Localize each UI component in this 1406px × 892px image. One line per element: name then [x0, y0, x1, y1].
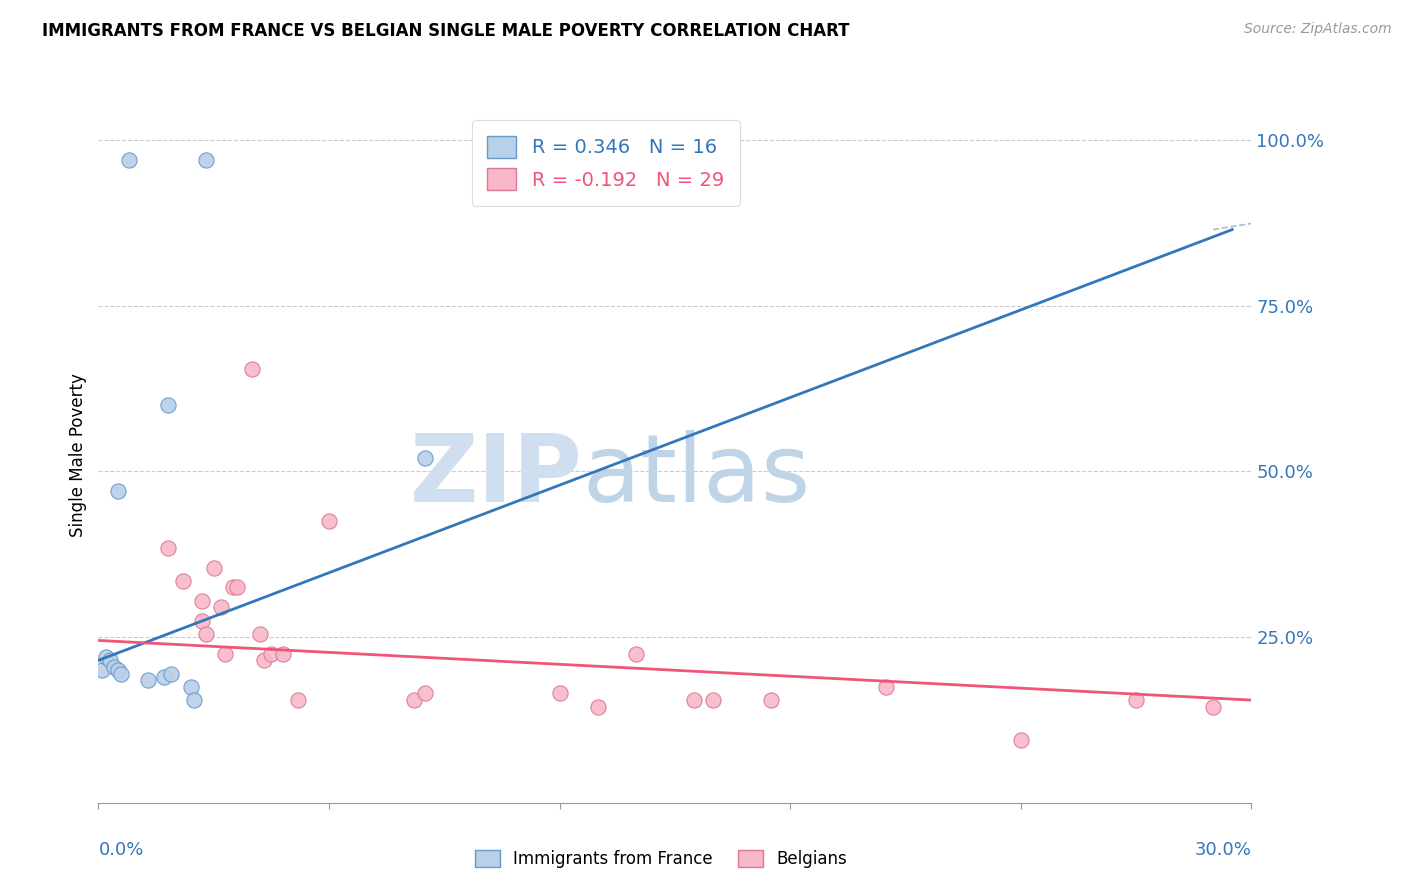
Point [94, 650, 117, 665]
Point [214, 647, 236, 661]
Point [413, 686, 436, 700]
Point [107, 663, 129, 677]
Text: 0.0%: 0.0% [98, 841, 143, 859]
Point [318, 514, 340, 528]
Point [172, 574, 194, 588]
Text: Source: ZipAtlas.com: Source: ZipAtlas.com [1244, 22, 1392, 37]
Legend: R = 0.346   N = 16, R = -0.192   N = 29: R = 0.346 N = 16, R = -0.192 N = 29 [471, 120, 740, 206]
Point [156, 398, 179, 412]
Point [156, 541, 179, 555]
Point [191, 614, 214, 628]
Point [225, 581, 247, 595]
Text: 30.0%: 30.0% [1195, 841, 1251, 859]
Point [548, 686, 571, 700]
Point [759, 693, 782, 707]
Point [413, 451, 436, 466]
Point [152, 670, 174, 684]
Point [202, 560, 225, 574]
Point [402, 693, 425, 707]
Point [195, 627, 218, 641]
Point [103, 660, 125, 674]
Point [209, 600, 232, 615]
Point [110, 666, 132, 681]
Point [118, 153, 141, 167]
Y-axis label: Single Male Poverty: Single Male Poverty [69, 373, 87, 537]
Text: atlas: atlas [582, 430, 811, 522]
Text: ZIP: ZIP [409, 430, 582, 522]
Point [249, 627, 271, 641]
Point [260, 647, 283, 661]
Point [702, 693, 724, 707]
Point [1202, 699, 1225, 714]
Point [875, 680, 897, 694]
Point [586, 699, 609, 714]
Point [183, 693, 205, 707]
Point [1010, 732, 1032, 747]
Point [138, 673, 160, 688]
Point [91, 663, 114, 677]
Point [240, 361, 263, 376]
Point [107, 484, 129, 499]
Point [271, 647, 294, 661]
Point [195, 153, 218, 167]
Point [683, 693, 706, 707]
Point [1125, 693, 1147, 707]
Point [253, 653, 276, 667]
Point [222, 581, 245, 595]
Point [191, 593, 214, 607]
Point [287, 693, 309, 707]
Point [98, 653, 121, 667]
Point [160, 666, 183, 681]
Point [180, 680, 202, 694]
Point [626, 647, 648, 661]
Text: IMMIGRANTS FROM FRANCE VS BELGIAN SINGLE MALE POVERTY CORRELATION CHART: IMMIGRANTS FROM FRANCE VS BELGIAN SINGLE… [42, 22, 849, 40]
Legend: Immigrants from France, Belgians: Immigrants from France, Belgians [468, 843, 853, 875]
